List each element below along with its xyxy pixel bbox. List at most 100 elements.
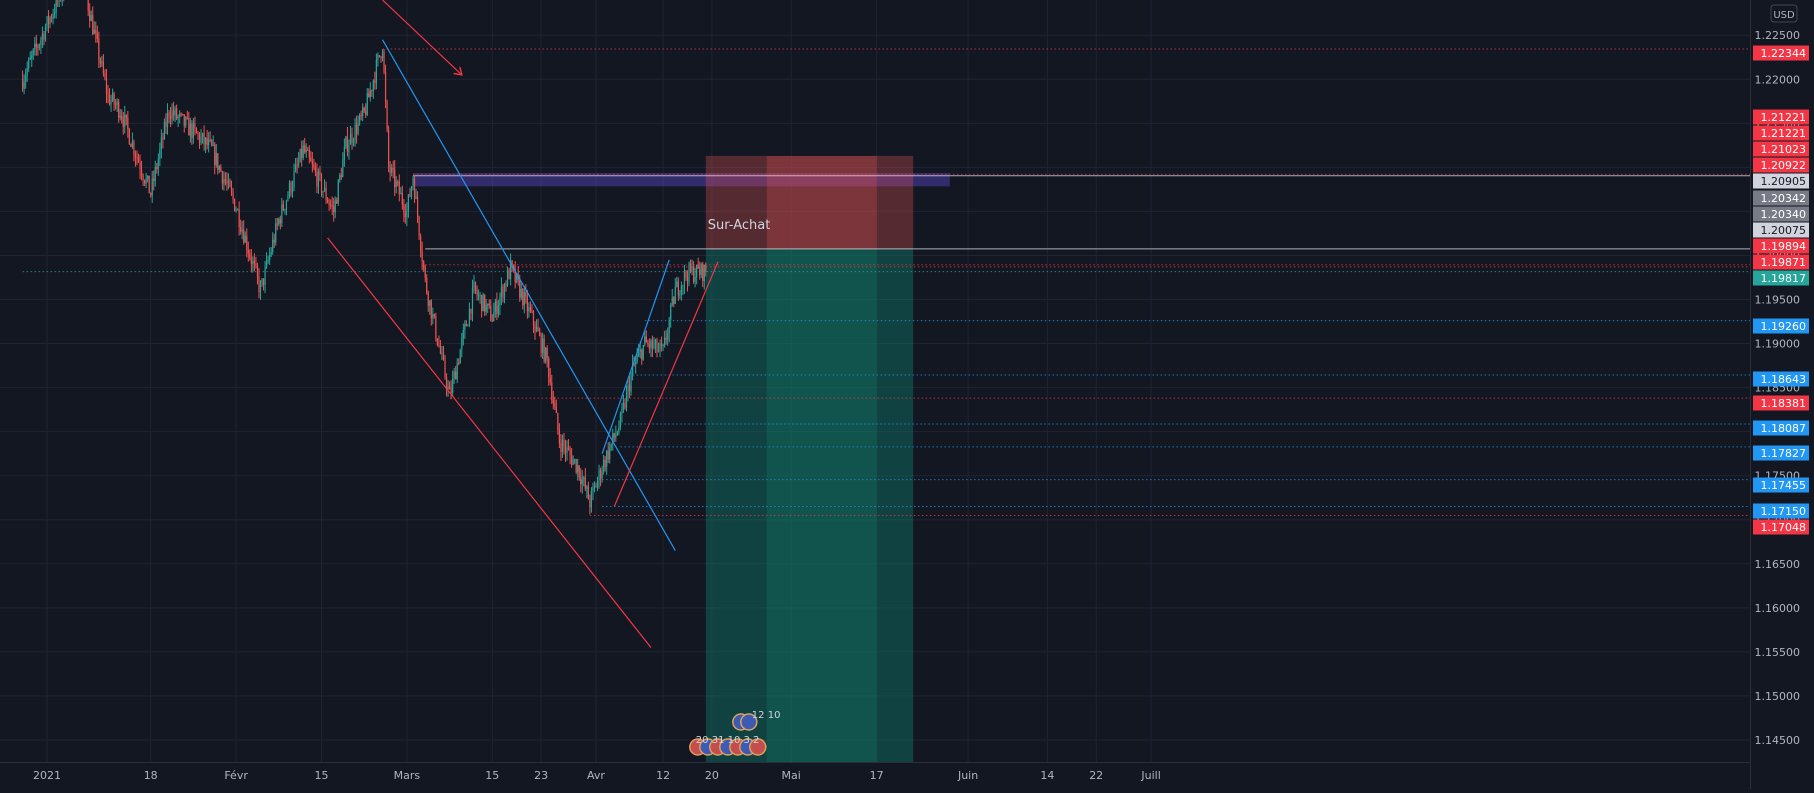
candle-body — [684, 272, 685, 285]
candle-body — [454, 371, 455, 378]
candle-body — [688, 263, 689, 281]
price-badge[interactable]: 1.17827 — [1753, 446, 1809, 461]
candle-body — [521, 289, 522, 298]
candle-body — [641, 350, 642, 360]
price-badge[interactable]: 1.20075 — [1753, 223, 1809, 238]
candle-body — [333, 206, 334, 212]
price-badge-label: 1.17150 — [1761, 505, 1807, 518]
price-badge[interactable]: 1.18087 — [1753, 421, 1809, 436]
price-badge[interactable]: 1.20905 — [1753, 174, 1809, 189]
candle-body — [332, 205, 333, 206]
candle-body — [46, 17, 47, 28]
candle-body — [278, 219, 279, 224]
price-badge[interactable]: 1.22344 — [1753, 46, 1809, 61]
y-tick-label: 1.14500 — [1755, 734, 1801, 747]
candle-body — [37, 47, 38, 48]
target-zone-core — [767, 249, 877, 762]
price-badge[interactable]: 1.20340 — [1753, 207, 1809, 222]
candle-body — [464, 324, 465, 330]
candle-body — [255, 264, 256, 266]
candle-body — [161, 138, 162, 149]
price-badge[interactable]: 1.21221 — [1753, 110, 1809, 125]
candle-body — [251, 258, 252, 264]
price-badge-label: 1.17455 — [1761, 479, 1807, 492]
candle-body — [566, 447, 567, 452]
candle-body — [91, 15, 92, 21]
candle-body — [146, 178, 147, 183]
price-badge-label: 1.21023 — [1761, 143, 1807, 156]
price-badge[interactable]: 1.21221 — [1753, 126, 1809, 141]
price-badge[interactable]: 1.17150 — [1753, 504, 1809, 519]
candle-body — [124, 115, 125, 127]
price-badge[interactable]: 1.19260 — [1753, 319, 1809, 334]
price-badge[interactable]: 1.18381 — [1753, 396, 1809, 411]
price-badge[interactable]: 1.17455 — [1753, 478, 1809, 493]
candle-body — [602, 471, 603, 478]
candle-body — [190, 123, 191, 135]
candle-body — [309, 150, 310, 157]
candle-body — [313, 164, 314, 168]
candle-body — [98, 39, 99, 60]
candle-body — [391, 168, 392, 173]
candle-body — [216, 153, 217, 165]
candle-body — [675, 287, 676, 304]
candle-body — [318, 171, 319, 186]
y-tick-label: 1.15000 — [1755, 690, 1801, 703]
price-badge[interactable]: 1.19894 — [1753, 239, 1809, 254]
candle-body — [293, 171, 294, 186]
candle-body — [40, 40, 41, 45]
economic-events-icon[interactable]: 20 31 10 3 2 — [690, 735, 766, 755]
candle-body — [617, 432, 618, 434]
candle-body — [368, 93, 369, 97]
candle-body — [394, 169, 395, 187]
candle-body — [399, 182, 400, 194]
candle-body — [245, 236, 246, 243]
x-tick-label: 2021 — [33, 769, 61, 782]
price-badge-label: 1.20342 — [1761, 192, 1807, 205]
price-badge[interactable]: 1.20342 — [1753, 191, 1809, 206]
price-badge[interactable]: 1.18643 — [1753, 372, 1809, 387]
candle-body — [361, 115, 362, 116]
price-badge[interactable]: 1.20922 — [1753, 158, 1809, 173]
candle-body — [27, 68, 28, 76]
candle-body — [666, 338, 667, 340]
candle-body — [185, 118, 186, 126]
candle-body — [304, 145, 305, 152]
candle-body — [257, 266, 258, 276]
candle-body — [402, 193, 403, 204]
candle-body — [30, 58, 31, 59]
candle-body — [225, 179, 226, 182]
candle-body — [577, 466, 578, 473]
price-badge[interactable]: 1.21023 — [1753, 142, 1809, 157]
candle-body — [223, 179, 224, 184]
candle-body — [504, 284, 505, 297]
candle-body — [103, 61, 104, 73]
annotation-label: Sur-Achat — [708, 218, 771, 233]
candle-body — [88, 0, 89, 11]
candle-body — [315, 168, 316, 172]
candle-body — [490, 306, 491, 321]
candle-body — [377, 55, 378, 60]
candle-body — [425, 268, 426, 278]
price-badge[interactable]: 1.17048 — [1753, 520, 1809, 535]
candle-body — [508, 270, 509, 279]
candle-body — [51, 17, 52, 18]
candle-body — [696, 265, 697, 277]
candle-body — [498, 306, 499, 314]
price-badge[interactable]: 1.19817 — [1753, 271, 1809, 286]
candle-body — [341, 175, 342, 177]
candle-body — [362, 108, 363, 116]
candle-body — [277, 223, 278, 224]
candle-body — [144, 180, 145, 183]
candle-body — [569, 450, 570, 455]
price-badge-label: 1.21221 — [1761, 111, 1807, 124]
candle-body — [605, 460, 606, 467]
candle-body — [705, 265, 706, 272]
candle-body — [428, 293, 429, 306]
candle-body — [472, 288, 473, 313]
price-badge[interactable]: 1.19871 — [1753, 255, 1809, 270]
candle-body — [246, 236, 247, 250]
candle-body — [489, 304, 490, 306]
